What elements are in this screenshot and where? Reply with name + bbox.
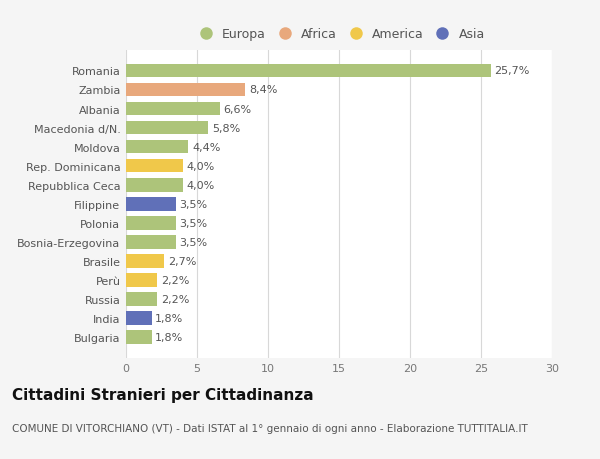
Text: COMUNE DI VITORCHIANO (VT) - Dati ISTAT al 1° gennaio di ogni anno - Elaborazion: COMUNE DI VITORCHIANO (VT) - Dati ISTAT … [12,424,528,433]
Text: 5,8%: 5,8% [212,123,240,133]
Bar [126,330,152,344]
Bar [126,140,188,154]
Text: 25,7%: 25,7% [494,66,530,76]
Bar [126,179,183,192]
Text: 4,4%: 4,4% [192,142,220,152]
Bar [126,254,164,268]
Text: 3,5%: 3,5% [179,218,208,228]
Text: Cittadini Stranieri per Cittadinanza: Cittadini Stranieri per Cittadinanza [12,387,314,403]
Bar [126,274,157,287]
Text: 6,6%: 6,6% [223,104,251,114]
Text: 2,2%: 2,2% [161,294,189,304]
Text: 2,2%: 2,2% [161,275,189,285]
Text: 3,5%: 3,5% [179,199,208,209]
Bar [126,102,220,116]
Text: 2,7%: 2,7% [168,256,196,266]
Text: 1,8%: 1,8% [155,313,184,323]
Text: 4,0%: 4,0% [187,161,215,171]
Bar [126,292,157,306]
Bar [126,311,152,325]
Bar [126,159,183,173]
Text: 8,4%: 8,4% [249,85,277,95]
Bar [126,84,245,97]
Bar [126,64,491,78]
Bar [126,122,208,135]
Bar [126,216,176,230]
Text: 1,8%: 1,8% [155,332,184,342]
Bar [126,235,176,249]
Text: 4,0%: 4,0% [187,180,215,190]
Bar [126,197,176,211]
Legend: Europa, Africa, America, Asia: Europa, Africa, America, Asia [193,28,485,41]
Text: 3,5%: 3,5% [179,237,208,247]
